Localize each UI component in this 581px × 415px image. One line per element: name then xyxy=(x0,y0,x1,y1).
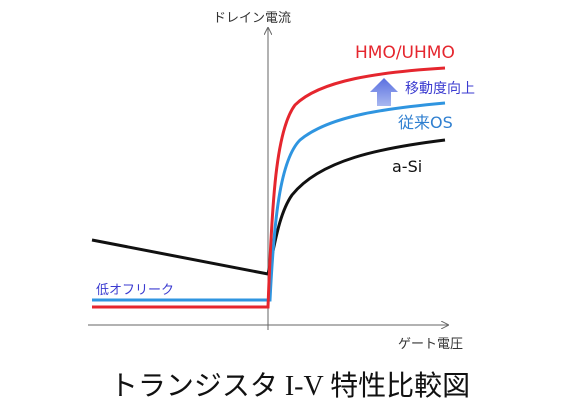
asi-label: a-Si xyxy=(392,157,422,176)
hmo-curve xyxy=(92,66,446,309)
y-axis-label: ドレイン電流 xyxy=(213,11,291,26)
os-label: 従来OS xyxy=(398,113,453,132)
improvement-arrow xyxy=(370,78,398,106)
caption: トランジスタ I-V 特性比較図 xyxy=(110,370,470,402)
os-curve xyxy=(92,101,446,302)
x-axis-label: ゲート電圧 xyxy=(398,337,463,352)
off-leak-label: 低オフリーク xyxy=(96,283,174,298)
improvement-label: 移動度向上 xyxy=(405,81,475,97)
hmo-label: HMO/UHMO xyxy=(355,43,455,63)
